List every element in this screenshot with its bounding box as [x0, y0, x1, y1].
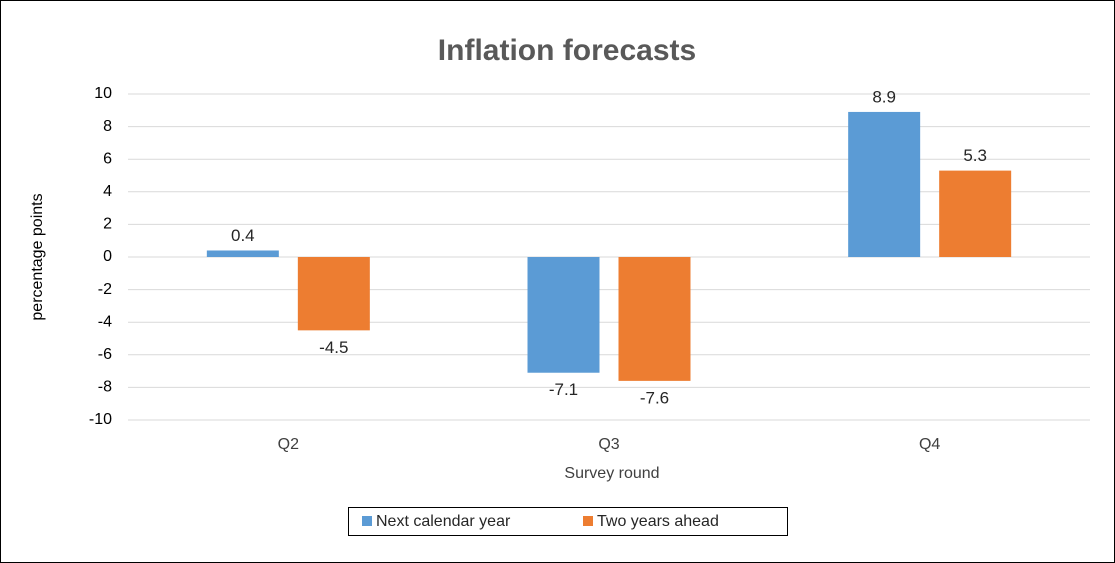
legend-swatch: [362, 516, 372, 526]
y-tick-label: -8: [98, 379, 112, 396]
grid: -10 -8 -6 -4 -2 0 2 4 6 8 10 Q2 Q3 Q4: [89, 85, 1090, 453]
legend-box: [348, 507, 788, 536]
y-tick-label: -4: [98, 313, 112, 330]
y-axis-label: percentage points: [29, 193, 46, 320]
bar: [618, 257, 691, 381]
chart-title: Inflation forecasts: [438, 34, 696, 67]
data-label: 0.4: [231, 226, 255, 245]
y-tick-label: 6: [103, 150, 112, 167]
data-label: -7.6: [640, 388, 669, 407]
data-label: -4.5: [319, 338, 348, 357]
y-tick-label: 8: [103, 118, 112, 135]
bar: [297, 257, 370, 331]
y-tick-label: 4: [103, 183, 112, 200]
bar: [527, 257, 600, 373]
legend-label: Next calendar year: [376, 513, 511, 530]
x-tick-label: Q3: [598, 436, 619, 453]
legend: Next calendar year Two years ahead: [348, 507, 788, 536]
x-tick-label: Q2: [278, 436, 299, 453]
bar: [848, 111, 921, 258]
data-label: -7.1: [549, 380, 578, 399]
y-tick-label: 0: [103, 248, 112, 265]
y-tick-label: 2: [103, 216, 112, 233]
bar: [939, 170, 1012, 257]
legend-swatch: [583, 516, 593, 526]
y-tick-label: 10: [94, 85, 112, 102]
y-tick-label: -6: [98, 346, 112, 363]
legend-label: Two years ahead: [597, 513, 719, 530]
bar: [206, 250, 279, 257]
y-tick-label: -2: [98, 281, 112, 298]
y-tick-label: -10: [89, 411, 112, 428]
data-label: 5.3: [963, 146, 987, 165]
bars: 0.4 -4.5 -7.1 -7.6 8.9 5.3: [206, 87, 1012, 407]
data-label: 8.9: [872, 87, 896, 106]
x-axis-label: Survey round: [564, 465, 659, 482]
x-tick-label: Q4: [919, 436, 940, 453]
